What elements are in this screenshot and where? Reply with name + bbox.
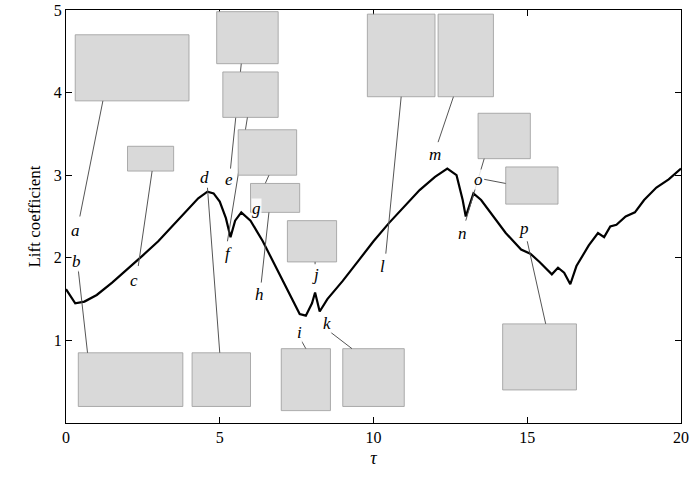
svg-text:20: 20 xyxy=(673,429,689,446)
svg-text:2: 2 xyxy=(54,249,62,266)
svg-text:τ: τ xyxy=(370,448,377,468)
svg-text:l: l xyxy=(380,257,385,276)
svg-text:4: 4 xyxy=(54,84,62,101)
svg-text:o: o xyxy=(474,170,483,189)
svg-text:10: 10 xyxy=(366,429,382,446)
svg-text:k: k xyxy=(323,314,331,333)
svg-text:n: n xyxy=(458,224,467,243)
svg-text:g: g xyxy=(252,199,261,218)
svg-text:p: p xyxy=(519,219,529,238)
svg-text:e: e xyxy=(225,170,233,189)
svg-text:j: j xyxy=(312,265,319,284)
svg-text:m: m xyxy=(429,145,441,164)
svg-text:0: 0 xyxy=(62,429,70,446)
svg-text:3: 3 xyxy=(54,167,62,184)
svg-text:h: h xyxy=(255,285,264,304)
svg-text:5: 5 xyxy=(216,429,224,446)
svg-text:15: 15 xyxy=(519,429,535,446)
svg-text:i: i xyxy=(297,323,302,342)
svg-text:f: f xyxy=(225,244,232,263)
svg-text:1: 1 xyxy=(54,332,62,349)
svg-text:d: d xyxy=(200,168,209,187)
svg-text:c: c xyxy=(130,271,138,290)
svg-text:b: b xyxy=(72,252,81,271)
svg-text:Lift coefficient: Lift coefficient xyxy=(25,165,44,267)
svg-text:5: 5 xyxy=(54,2,62,19)
svg-text:a: a xyxy=(71,221,80,240)
